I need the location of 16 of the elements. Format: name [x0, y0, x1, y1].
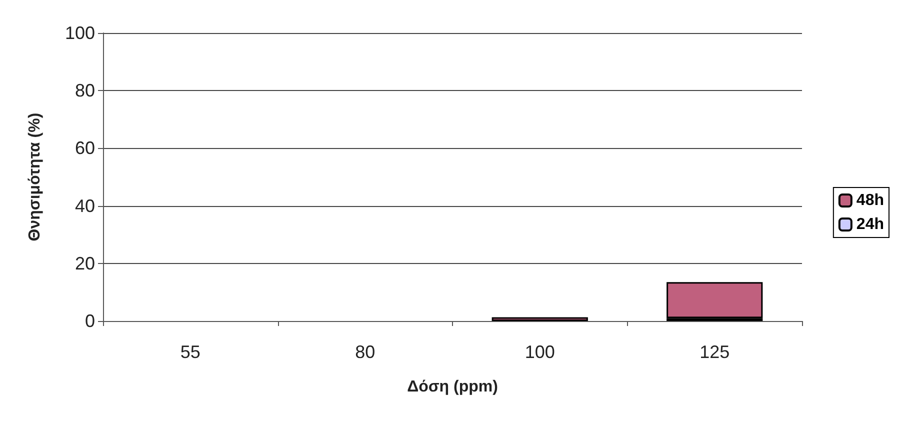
bar — [492, 317, 588, 321]
bar — [666, 282, 763, 318]
x-tick-label: 80 — [355, 342, 376, 362]
y-tick-label: 20 — [74, 253, 95, 274]
y-tick-label: 100 — [64, 23, 95, 43]
y-tick-label: 80 — [74, 80, 95, 101]
y-tick-label: 60 — [74, 138, 95, 158]
x-axis-title: Δόση (ppm) — [407, 378, 498, 396]
x-tick-label: 125 — [700, 342, 730, 362]
legend-label: 24h — [856, 216, 884, 233]
y-axis-title: Θνησιμότητα (%) — [26, 112, 44, 242]
x-tick-label: 55 — [180, 342, 200, 362]
y-tick-label: 0 — [84, 311, 95, 331]
y-tick-label: 40 — [74, 196, 95, 216]
x-tick-label: 100 — [524, 342, 555, 362]
legend-label: 48h — [856, 192, 884, 209]
